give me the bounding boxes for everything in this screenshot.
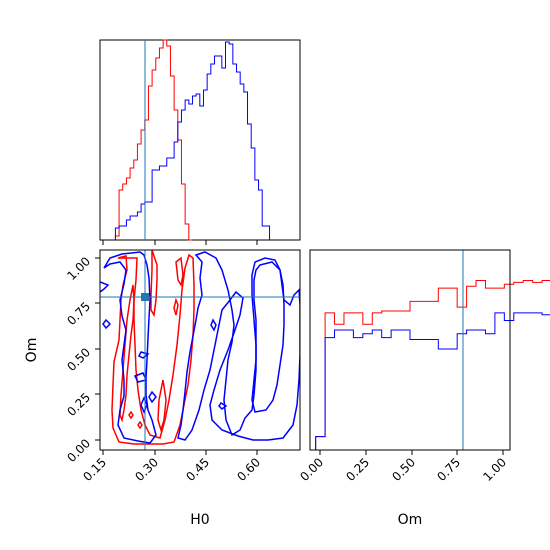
xtick-label-Om-4: 1.00: [480, 455, 509, 484]
contour-blue: [100, 251, 300, 444]
xtick-label-H0-2: 0.45: [183, 455, 212, 484]
contour-frame: [99, 249, 301, 451]
contour-panel: 0.15 0.30 0.45 0.60 0.00 0.25 0.50 0.75 …: [24, 249, 301, 528]
hist-H0-series-1: [114, 41, 271, 240]
hist-H0-frame: [99, 39, 301, 241]
ytick-label-Om-1: 0.25: [64, 390, 93, 419]
contour-blue-outer: [100, 251, 157, 444]
ytick-label-Om-0: 0.00: [64, 436, 93, 465]
hist-Om-series-1: [315, 312, 550, 450]
xlabel-H0: H0: [190, 512, 209, 528]
hist-Om-panel: 0.00 0.25 0.50 0.75 1.00 Om: [297, 249, 550, 528]
xtick-label-H0-0: 0.15: [80, 455, 109, 484]
ylabel-Om: Om: [24, 338, 40, 363]
contour-red-island: [150, 250, 158, 318]
contour-yticks: 0.00 0.25 0.50 0.75 1.00: [64, 254, 100, 465]
xtick-label-H0-1: 0.30: [132, 455, 161, 484]
truth-marker: [141, 293, 149, 301]
ytick-label-Om-4: 1.00: [64, 254, 93, 283]
ytick-label-Om-2: 0.50: [64, 345, 93, 374]
xtick-label-Om-3: 0.75: [434, 455, 463, 484]
contour-red-inner: [119, 284, 135, 423]
hist-H0-ticks: [102, 240, 258, 245]
hist-H0-panel: [99, 39, 301, 245]
hist-Om-xticks: 0.00 0.25 0.50 0.75 1.00: [297, 450, 509, 484]
contour-blue-mid: [177, 251, 300, 441]
hist-Om-series-0: [315, 279, 550, 450]
xtick-label-Om-2: 0.50: [389, 455, 418, 484]
hist-Om-frame: [309, 249, 511, 451]
contour-blue-inner: [251, 261, 285, 413]
xtick-label-Om-1: 0.25: [343, 455, 372, 484]
ytick-label-Om-3: 0.75: [64, 299, 93, 328]
contour-xticks: 0.15 0.30 0.45 0.60: [80, 450, 263, 484]
xlabel-Om: Om: [398, 512, 423, 528]
xtick-label-Om-0: 0.00: [297, 455, 326, 484]
xtick-label-H0-3: 0.60: [234, 455, 263, 484]
hist-H0-series-0: [114, 39, 193, 241]
